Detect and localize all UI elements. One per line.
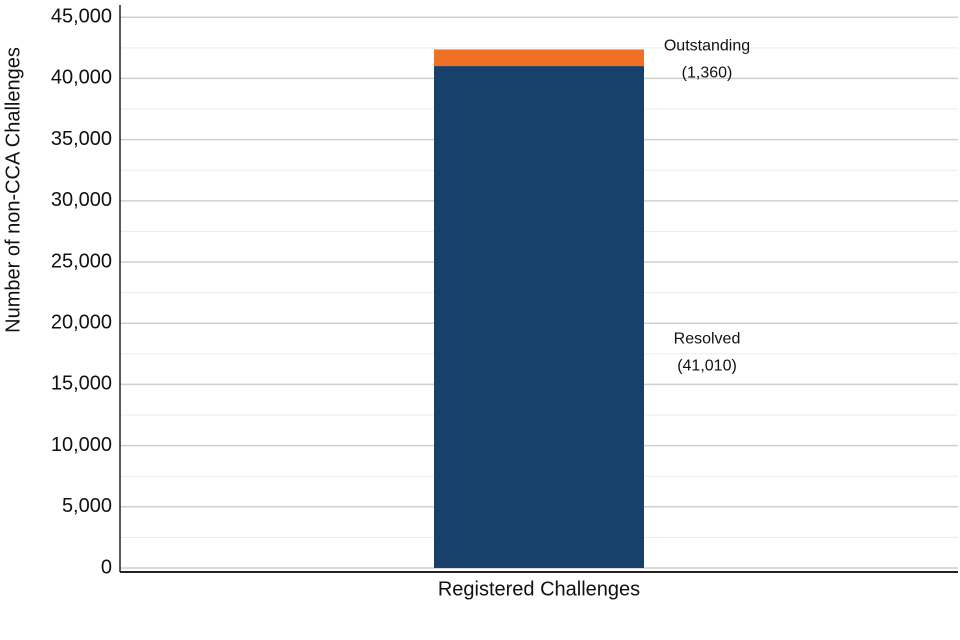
value-label: (1,360) — [682, 65, 733, 82]
y-tick-label: 30,000 — [51, 189, 112, 211]
y-tick-label: 35,000 — [51, 128, 112, 150]
y-axis-label: Number of non-CCA Challenges — [2, 47, 24, 333]
bar-segment — [434, 49, 644, 67]
y-tick-label: 15,000 — [51, 373, 112, 395]
y-tick-label: 25,000 — [51, 250, 112, 272]
y-tick-label: 10,000 — [51, 434, 112, 456]
y-tick-label: 0 — [101, 556, 112, 578]
series-label: Resolved — [674, 330, 741, 347]
y-tick-label: 40,000 — [51, 67, 112, 89]
x-tick-label: Registered Challenges — [438, 578, 640, 600]
bar-segment — [434, 66, 644, 569]
y-tick-label: 20,000 — [51, 311, 112, 333]
y-tick-label: 5,000 — [62, 495, 112, 517]
series-label: Outstanding — [664, 38, 750, 55]
value-label: (41,010) — [677, 357, 737, 374]
y-tick-label: 45,000 — [51, 6, 112, 28]
